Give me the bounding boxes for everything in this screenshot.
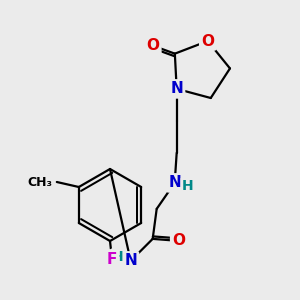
Text: H: H [112,250,124,264]
Text: CH₃: CH₃ [28,176,53,188]
Text: N: N [124,254,137,268]
Text: H: H [182,179,194,193]
Text: N: N [170,81,183,96]
Text: O: O [146,38,159,53]
Text: F: F [107,251,117,266]
Text: O: O [201,34,214,49]
Text: N: N [168,176,181,190]
Text: O: O [172,233,185,248]
